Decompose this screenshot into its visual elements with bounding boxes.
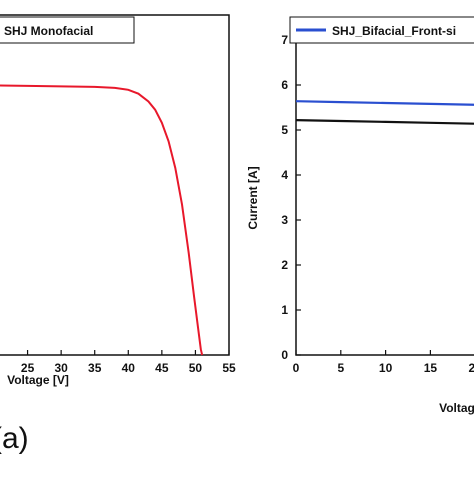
left-x-tick-label: 50 — [189, 361, 203, 375]
left-plot-frame — [0, 14, 230, 356]
left-legend-label: SHJ Monofacial — [4, 24, 93, 38]
left-x-tick-label: 35 — [88, 361, 102, 375]
right-legend: SHJ_Bifacial_Front-si — [289, 16, 474, 44]
left-panel: 25 30 35 40 45 50 55 SHJ Monofacial Voltage [V… — [0, 14, 236, 455]
right-legend-box — [289, 16, 474, 44]
left-x-tick-label: 30 — [54, 361, 68, 375]
left-series-lines — [0, 84, 204, 356]
left-x-tick-label: 25 — [21, 361, 35, 375]
right-panel: 0 5 10 15 20 0 1 2 3 4 5 6 7 SHJ_Bifacial_Front-si V… — [246, 16, 474, 415]
left-x-ticks: 25 30 35 40 45 50 55 — [21, 350, 236, 375]
right-series-line — [295, 100, 474, 106]
right-x-tick-label: 20 — [469, 361, 474, 375]
left-x-tick-label: 55 — [222, 361, 236, 375]
right-y-tick-label: 5 — [281, 123, 288, 137]
right-series-lines — [295, 100, 474, 125]
right-y-tick-label: 7 — [281, 33, 288, 47]
left-x-tick-label: 40 — [122, 361, 136, 375]
right-y-tick-label: 2 — [281, 258, 288, 272]
panel-label: (a) — [0, 422, 29, 455]
right-y-tick-label: 6 — [281, 78, 288, 92]
right-x-tick-label: 5 — [337, 361, 344, 375]
right-y-tick-label: 4 — [281, 168, 288, 182]
left-legend-box — [0, 16, 135, 44]
left-x-tick-label: 45 — [155, 361, 169, 375]
left-series-line — [0, 84, 204, 356]
right-plot-frame — [295, 39, 474, 356]
right-y-tick-label: 0 — [281, 348, 288, 362]
right-y-tick-label: 3 — [281, 213, 288, 227]
right-series-line — [295, 119, 474, 125]
left-legend: SHJ Monofacial — [0, 16, 135, 44]
right-y-tick-label: 1 — [281, 303, 288, 317]
right-axis-ticks: 0 5 10 15 20 0 1 2 3 4 5 6 7 — [281, 33, 474, 375]
right-x-tick-label: 0 — [293, 361, 300, 375]
right-x-tick-label: 10 — [379, 361, 393, 375]
right-x-axis-title: Voltage [V] — [439, 401, 474, 415]
right-legend-label: SHJ_Bifacial_Front-si — [332, 24, 456, 38]
right-y-axis-title: Current [A] — [246, 166, 260, 229]
right-x-tick-label: 15 — [424, 361, 438, 375]
left-x-axis-title: Voltage [V] — [7, 373, 69, 387]
